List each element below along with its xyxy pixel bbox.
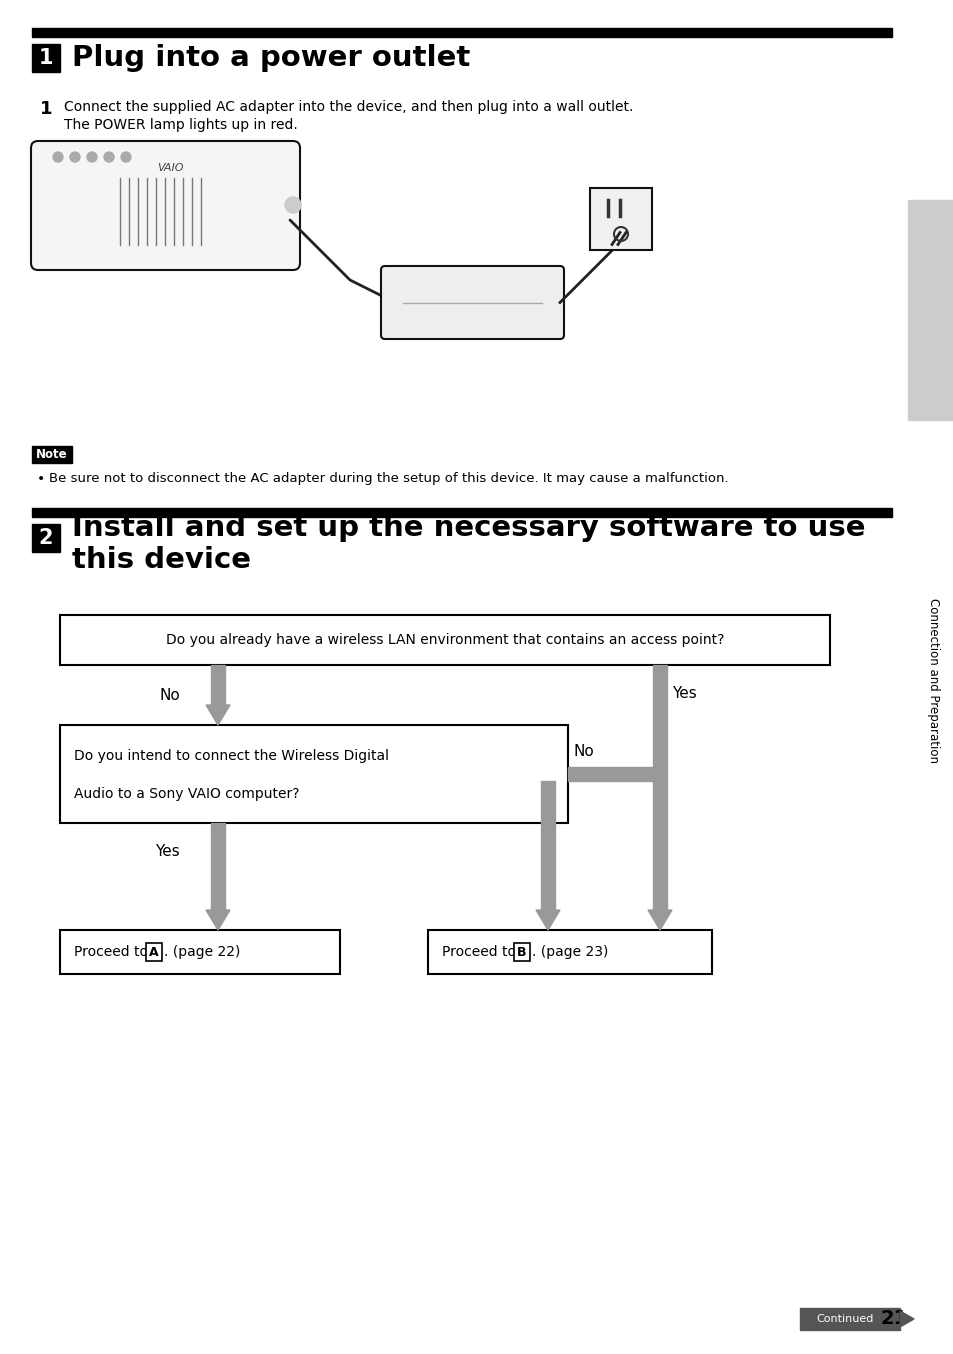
Text: this device: this device [71, 546, 251, 574]
Circle shape [285, 196, 301, 213]
Text: A: A [149, 945, 158, 959]
Bar [60, 724, 567, 823]
Bar [800, 1308, 899, 1330]
Bar [428, 930, 711, 974]
Circle shape [87, 152, 97, 162]
Bar [32, 508, 891, 517]
Bar [32, 445, 71, 463]
Text: No: No [574, 745, 594, 760]
Bar [211, 823, 225, 910]
Bar [514, 942, 530, 961]
Text: Proceed to: Proceed to [74, 945, 152, 959]
Bar [211, 665, 225, 705]
Text: No: No [159, 688, 180, 703]
Polygon shape [899, 1311, 913, 1327]
FancyBboxPatch shape [30, 141, 299, 269]
Text: Plug into a power outlet: Plug into a power outlet [71, 43, 470, 72]
Circle shape [121, 152, 131, 162]
Text: Proceed to: Proceed to [441, 945, 519, 959]
Bar [60, 930, 339, 974]
Text: 2: 2 [39, 528, 53, 548]
Text: Note: Note [36, 448, 68, 460]
Text: Connection and Preparation: Connection and Preparation [926, 597, 940, 762]
Circle shape [53, 152, 63, 162]
Polygon shape [536, 910, 559, 930]
Text: B: B [517, 945, 526, 959]
Bar [32, 524, 60, 552]
Polygon shape [206, 910, 230, 930]
Bar [907, 200, 953, 420]
Text: Do you intend to connect the Wireless Digital: Do you intend to connect the Wireless Di… [74, 749, 389, 764]
Text: Yes: Yes [671, 685, 696, 700]
Bar [540, 781, 555, 910]
Text: Continued: Continued [816, 1313, 873, 1324]
Text: . (page 23): . (page 23) [532, 945, 608, 959]
Text: •: • [37, 473, 45, 486]
Text: Install and set up the necessary software to use: Install and set up the necessary softwar… [71, 515, 864, 542]
Bar [60, 615, 829, 665]
Text: 1: 1 [39, 47, 53, 68]
Text: . (page 22): . (page 22) [164, 945, 240, 959]
Text: Be sure not to disconnect the AC adapter during the setup of this device. It may: Be sure not to disconnect the AC adapter… [49, 473, 728, 485]
Text: 21: 21 [880, 1308, 907, 1327]
Text: The POWER lamp lights up in red.: The POWER lamp lights up in red. [64, 118, 297, 131]
Bar [652, 665, 666, 910]
Text: 1: 1 [40, 100, 52, 118]
Text: Connect the supplied AC adapter into the device, and then plug into a wall outle: Connect the supplied AC adapter into the… [64, 100, 633, 114]
Text: Yes: Yes [155, 844, 180, 858]
Bar [146, 942, 162, 961]
Text: Audio to a Sony VAIO computer?: Audio to a Sony VAIO computer? [74, 787, 299, 800]
Bar [32, 43, 60, 72]
Text: Do you already have a wireless LAN environment that contains an access point?: Do you already have a wireless LAN envir… [166, 634, 723, 647]
Circle shape [104, 152, 113, 162]
Polygon shape [206, 705, 230, 724]
Bar [567, 766, 659, 781]
Bar [32, 28, 891, 37]
FancyBboxPatch shape [380, 265, 563, 338]
Text: VAIO: VAIO [156, 162, 183, 173]
Polygon shape [647, 910, 671, 930]
Circle shape [70, 152, 80, 162]
Bar [589, 188, 651, 250]
